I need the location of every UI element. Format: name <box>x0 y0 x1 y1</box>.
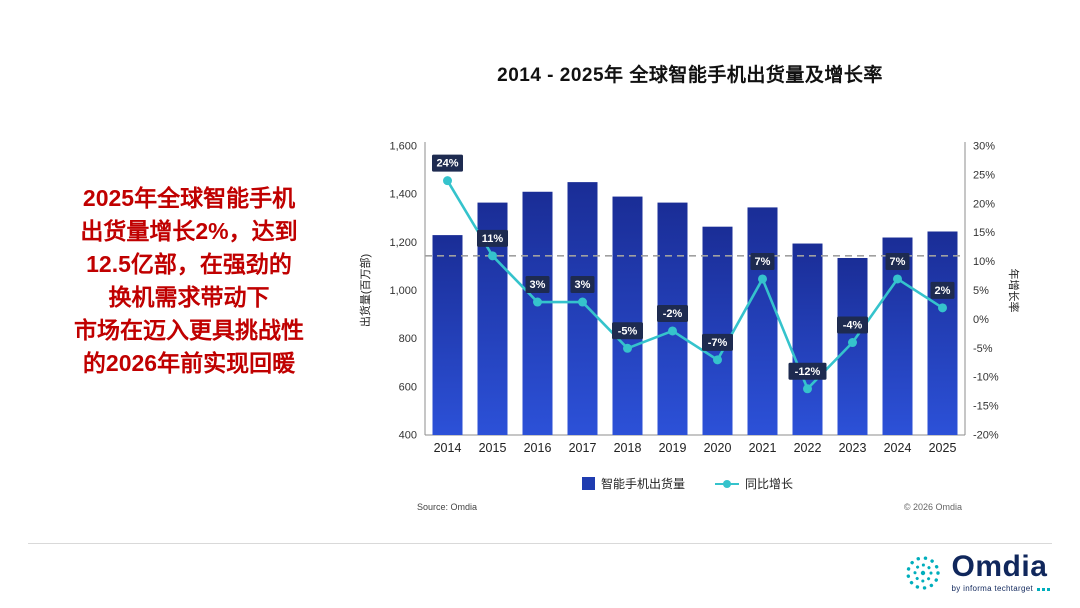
svg-text:-4%: -4% <box>843 320 863 332</box>
svg-text:800: 800 <box>399 333 417 345</box>
svg-text:-12%: -12% <box>795 366 821 378</box>
omdia-tagline-text: by informa techtarget <box>951 584 1033 593</box>
svg-text:-2%: -2% <box>663 308 683 320</box>
svg-text:400: 400 <box>399 430 417 442</box>
key-message-text: 2025年全球智能手机 出货量增长2%，达到 12.5亿部，在强劲的 换机需求带… <box>28 182 350 380</box>
svg-text:2021: 2021 <box>749 441 777 455</box>
svg-text:-10%: -10% <box>973 372 999 384</box>
omdia-logo-icon <box>905 555 940 590</box>
svg-text:1,400: 1,400 <box>389 189 417 201</box>
key-message-line: 换机需求带动下 <box>108 284 270 310</box>
omdia-tagline: by informa techtarget <box>952 585 1050 593</box>
source-note: Source: Omdia <box>417 502 478 512</box>
svg-text:7%: 7% <box>755 256 771 268</box>
svg-text:2%: 2% <box>935 285 951 297</box>
chart-title: 2014 - 2025年 全球智能手机出货量及增长率 <box>497 65 883 86</box>
legend-item-shipments: 智能手机出货量 <box>581 475 685 492</box>
copyright-note: © 2026 Omdia <box>903 502 962 512</box>
key-message-line: 2025年全球智能手机 <box>82 185 296 211</box>
svg-text:0%: 0% <box>973 314 989 326</box>
svg-text:1,200: 1,200 <box>389 237 417 249</box>
svg-text:2016: 2016 <box>524 441 552 455</box>
svg-text:1,600: 1,600 <box>389 141 417 153</box>
svg-text:2022: 2022 <box>794 441 822 455</box>
svg-text:15%: 15% <box>973 227 995 239</box>
svg-text:-20%: -20% <box>973 430 999 442</box>
chart-area: 1,600 1,400 1,200 1,000 800 600 400 30% 25% 20% 15… <box>355 128 1021 513</box>
key-message-line: 的2026年前实现回暖 <box>82 350 296 376</box>
svg-text:-5%: -5% <box>973 343 993 355</box>
key-message-line: 出货量增长2%，达到 <box>80 218 298 244</box>
svg-text:-15%: -15% <box>973 401 999 413</box>
legend-label: 同比增长 <box>745 477 794 491</box>
svg-text:7%: 7% <box>890 256 906 268</box>
svg-text:-5%: -5% <box>618 325 638 337</box>
svg-text:10%: 10% <box>973 256 995 268</box>
svg-text:2023: 2023 <box>839 441 867 455</box>
svg-text:3%: 3% <box>530 279 546 291</box>
combo-chart: 1,600 1,400 1,200 1,000 800 600 400 30% 25% 20% 15… <box>358 141 1021 456</box>
svg-text:2017: 2017 <box>569 441 597 455</box>
svg-text:2019: 2019 <box>659 441 687 455</box>
legend-label: 智能手机出货量 <box>600 477 685 491</box>
svg-text:出货量(百万部): 出货量(百万部) <box>358 254 372 327</box>
chart-footnotes: Source: Omdia © 2026 Omdia <box>355 502 1020 512</box>
svg-text:24%: 24% <box>436 158 458 170</box>
svg-text:20%: 20% <box>973 198 995 210</box>
tagline-dots-icon <box>1037 587 1050 591</box>
line-series-swatch-icon <box>715 479 739 488</box>
svg-text:年增长率: 年增长率 <box>1007 269 1020 313</box>
svg-text:2015: 2015 <box>479 441 507 455</box>
svg-text:600: 600 <box>399 381 417 393</box>
svg-text:11%: 11% <box>482 233 504 245</box>
svg-text:2020: 2020 <box>704 441 732 455</box>
key-message-line: 市场在迈入更具挑战性 <box>74 317 304 343</box>
omdia-logo: Omdia by informa techtarget <box>903 552 1050 593</box>
svg-text:2014: 2014 <box>434 441 462 455</box>
svg-text:2018: 2018 <box>614 441 642 455</box>
key-message-line: 12.5亿部，在强劲的 <box>86 251 292 277</box>
svg-text:-7%: -7% <box>708 337 728 349</box>
footer-divider <box>28 543 1052 544</box>
bar-series-swatch-icon <box>581 477 595 490</box>
svg-text:2024: 2024 <box>884 441 912 455</box>
svg-text:2025: 2025 <box>929 441 957 455</box>
legend-item-growth: 同比增长 <box>715 475 793 492</box>
svg-text:30%: 30% <box>973 141 995 153</box>
omdia-logo-text: Omdia by informa techtarget <box>952 552 1050 593</box>
svg-text:3%: 3% <box>575 279 591 291</box>
omdia-wordmark: Omdia <box>951 550 1048 583</box>
svg-text:1,000: 1,000 <box>389 285 417 297</box>
svg-text:25%: 25% <box>973 169 995 181</box>
svg-text:5%: 5% <box>973 285 989 297</box>
chart-legend: 智能手机出货量 同比增长 <box>355 475 1020 492</box>
